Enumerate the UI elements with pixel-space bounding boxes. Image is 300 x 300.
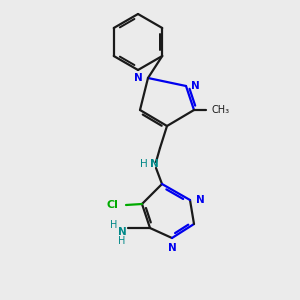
Text: N: N <box>168 243 176 253</box>
Text: H: H <box>140 159 148 169</box>
Text: N: N <box>150 159 158 169</box>
Text: CH₃: CH₃ <box>212 105 230 115</box>
Text: N: N <box>196 195 205 205</box>
Text: N: N <box>191 81 200 91</box>
Text: N: N <box>118 227 126 237</box>
Text: N: N <box>134 73 143 83</box>
Text: Cl: Cl <box>106 200 118 210</box>
Text: H: H <box>118 236 126 246</box>
Text: H: H <box>110 220 118 230</box>
